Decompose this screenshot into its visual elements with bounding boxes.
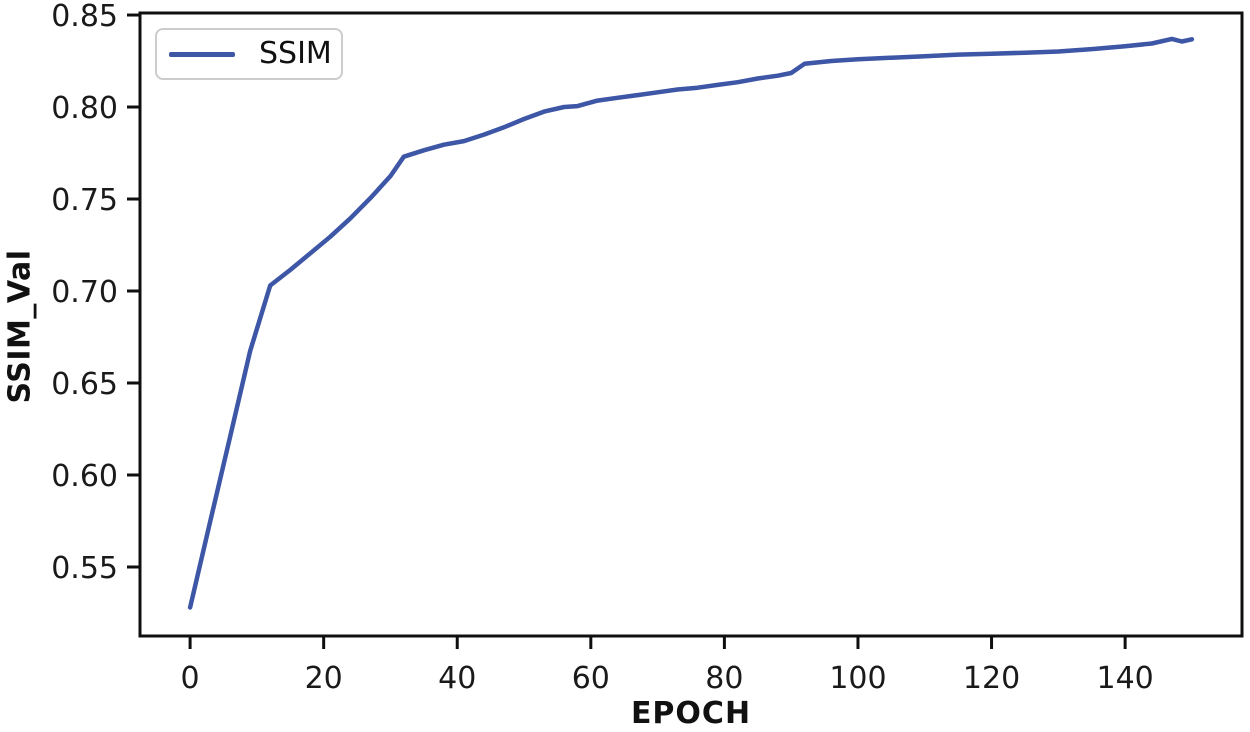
x-tick-label: 80 (705, 661, 743, 696)
legend: SSIM (155, 28, 343, 80)
x-tick-label: 140 (1096, 661, 1153, 696)
y-tick-label: 0.75 (51, 183, 118, 218)
y-tick-label: 0.55 (51, 551, 118, 586)
x-tick-label: 60 (572, 661, 610, 696)
x-tick-label: 40 (438, 661, 476, 696)
x-tick-label: 120 (963, 661, 1020, 696)
y-tick-label: 0.80 (51, 91, 118, 126)
y-tick-label: 0.70 (51, 275, 118, 310)
legend-line-swatch (169, 51, 235, 57)
legend-label: SSIM (259, 36, 332, 71)
x-tick-label: 20 (305, 661, 343, 696)
y-tick-label: 0.60 (51, 459, 118, 494)
y-axis-title: SSIM_Val (2, 249, 38, 404)
y-tick-label: 0.65 (51, 367, 118, 402)
x-tick-label: 0 (181, 661, 200, 696)
x-axis-title: EPOCH (630, 696, 752, 731)
y-tick-label: 0.85 (51, 0, 118, 34)
x-tick-label: 100 (829, 661, 886, 696)
plot-frame (138, 11, 1244, 638)
series-line-ssim (187, 36, 1195, 610)
